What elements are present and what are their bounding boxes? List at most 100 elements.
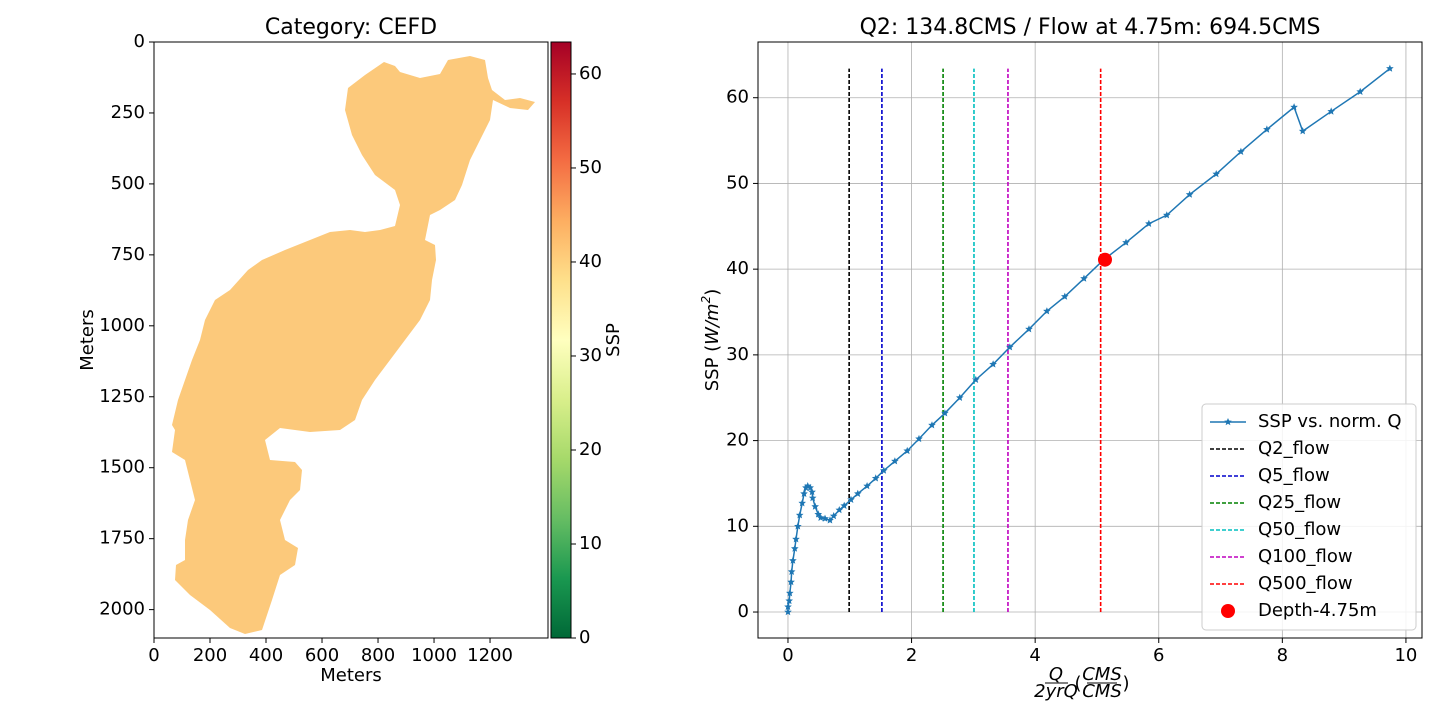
chart-title: Q2: 134.8CMS / Flow at 4.75m: 694.5CMS	[860, 15, 1321, 40]
axes-frame	[757, 41, 1423, 639]
marker	[1006, 343, 1014, 351]
x-tick-label: 8	[1277, 645, 1288, 666]
x-tick-label: 4	[1029, 645, 1040, 666]
marker	[795, 511, 804, 519]
y-tick-label: 0	[134, 31, 145, 52]
colorbar-tick-label: 30	[579, 345, 602, 366]
x-tick-label: 200	[193, 645, 227, 666]
marker	[798, 499, 806, 507]
x-tick-label: 800	[361, 645, 395, 666]
marker	[821, 514, 829, 522]
marker	[871, 474, 880, 482]
x-label-numerator: Q	[1049, 664, 1063, 685]
river-map	[172, 56, 535, 634]
marker	[1145, 219, 1153, 227]
marker	[1386, 64, 1394, 72]
marker	[792, 535, 800, 543]
y-axis-label: Meters	[77, 309, 98, 371]
y-tick-label: 250	[111, 102, 145, 123]
legend-frame	[1201, 403, 1417, 631]
colorbar-tick-label: 0	[579, 627, 590, 648]
marker	[829, 512, 838, 520]
legend-label: Q2_flow	[1258, 438, 1330, 459]
marker	[787, 578, 795, 586]
x-tick-label: 2	[906, 645, 917, 666]
y-axis-label: SSP (W/m2)	[699, 289, 724, 392]
legend-label: Q500_flow	[1258, 573, 1353, 594]
marker	[928, 421, 936, 429]
marker	[989, 360, 997, 368]
marker	[1025, 325, 1033, 333]
marker	[787, 567, 796, 575]
x-label-unit-denominator: CMS	[1082, 681, 1122, 702]
marker	[1327, 107, 1335, 115]
marker	[863, 482, 871, 490]
y-label-exponent: 2	[699, 296, 713, 304]
marker	[854, 489, 862, 497]
marker	[784, 608, 792, 616]
marker	[800, 489, 808, 497]
marker	[816, 513, 825, 521]
legend-label: Q100_flow	[1258, 546, 1353, 567]
marker	[1212, 170, 1220, 178]
y-label-suffix: )	[702, 289, 723, 296]
marker	[1061, 292, 1069, 300]
x-axis-label: Meters	[320, 665, 382, 686]
x-tick-label: 6	[1153, 645, 1164, 666]
marker	[915, 434, 923, 443]
marker	[808, 494, 817, 502]
point	[1097, 252, 1112, 267]
marker	[891, 457, 899, 465]
y-tick-label: 40	[726, 258, 749, 279]
colorbar-tick-label: 10	[579, 533, 602, 554]
legend-marker	[1224, 418, 1232, 426]
legend: SSP vs. norm. Q Q2_flow Q5_flow Q25_flow Q50…	[1201, 403, 1417, 631]
marker	[1185, 190, 1194, 198]
marker	[972, 375, 980, 383]
x-tick-label: 0	[782, 645, 793, 666]
y-tick-label: 60	[726, 87, 749, 108]
x-tick-label: 1200	[467, 645, 513, 666]
y-label-prefix: SSP (	[702, 345, 723, 391]
axes-frame	[153, 41, 549, 639]
marker	[826, 516, 834, 524]
marker	[1263, 125, 1271, 133]
x-axis-label: Q 2yrQ ( CMS CMS )	[1034, 664, 1129, 702]
marker	[784, 602, 792, 611]
legend-label: Q5_flow	[1258, 465, 1330, 486]
legend-label: Q50_flow	[1258, 519, 1341, 540]
colorbar-tick-label: 60	[579, 63, 602, 84]
x-tick-label: 400	[249, 645, 283, 666]
marker	[880, 466, 888, 474]
legend-marker	[1221, 604, 1235, 618]
x-label-unit-numerator: CMS	[1082, 664, 1122, 685]
y-tick-label: 1000	[99, 315, 145, 336]
marker	[1290, 103, 1298, 111]
y-tick-label: 20	[726, 430, 749, 451]
y-tick-label: 2000	[99, 599, 145, 620]
marker	[789, 556, 797, 564]
marker	[1237, 147, 1245, 155]
marker	[1163, 211, 1171, 219]
chart-title: Category: CEFD	[265, 15, 437, 40]
y-tick-label: 30	[726, 344, 749, 365]
y-tick-label: 1500	[99, 457, 145, 478]
marker	[786, 589, 794, 597]
x-label-close: )	[1122, 673, 1129, 694]
marker	[1080, 274, 1088, 282]
y-tick-label: 50	[726, 172, 749, 193]
y-tick-label: 750	[111, 244, 145, 265]
legend-label: Depth-4.75m	[1258, 600, 1377, 621]
marker	[811, 502, 819, 510]
y-tick-label: 0	[738, 601, 749, 622]
marker	[1298, 127, 1307, 135]
colorbar-tick-label: 20	[579, 439, 602, 460]
marker	[840, 501, 848, 509]
marker	[791, 544, 799, 552]
y-label-unit: W/m	[702, 303, 723, 344]
y-tick-label: 500	[111, 173, 145, 194]
x-label-denominator: 2yrQ	[1034, 681, 1078, 702]
x-tick-label: 1000	[411, 645, 457, 666]
marker	[1356, 87, 1364, 95]
